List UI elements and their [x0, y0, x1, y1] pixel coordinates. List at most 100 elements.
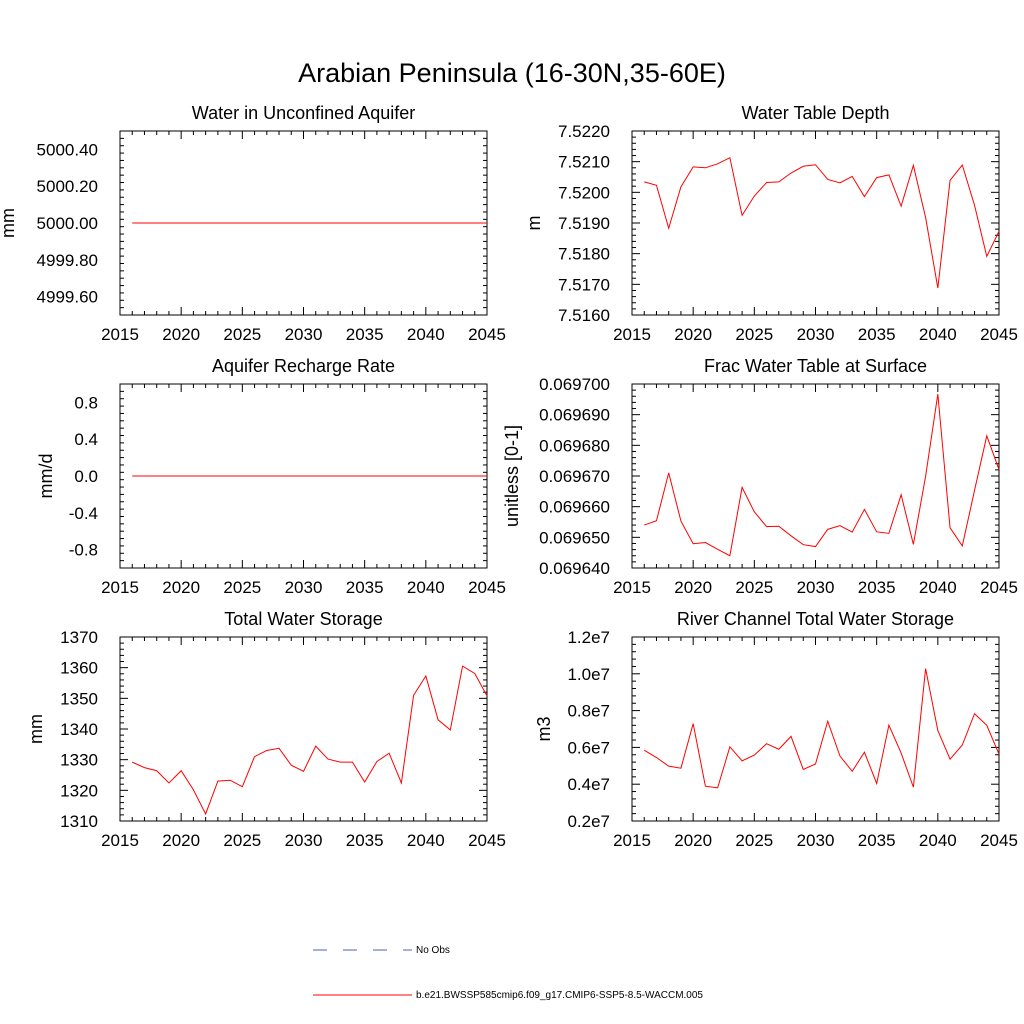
- x-tick-label: 2040: [919, 831, 957, 850]
- figure-title: Arabian Peninsula (16-30N,35-60E): [298, 58, 726, 88]
- plot-frame: [119, 636, 488, 822]
- y-tick-label: 0.8e7: [567, 702, 610, 721]
- y-tick-label: 0.6e7: [567, 738, 610, 757]
- x-tick-label: 2035: [858, 831, 896, 850]
- plot-frame: [631, 383, 1000, 569]
- x-tick-label: 2015: [101, 831, 139, 850]
- y-tick-label: 7.5190: [558, 214, 610, 233]
- y-axis-label: mm/d: [36, 454, 56, 499]
- x-tick-label: 2035: [346, 578, 384, 597]
- x-tick-label: 2025: [735, 325, 773, 344]
- x-tick-label: 2020: [674, 578, 712, 597]
- y-tick-label: 0.2e7: [567, 812, 610, 831]
- x-tick-label: 2040: [919, 578, 957, 597]
- y-tick-label: 4999.80: [37, 251, 98, 270]
- y-axis-label: mm: [0, 208, 18, 238]
- x-tick-label: 2030: [285, 831, 323, 850]
- x-tick-label: 2015: [613, 831, 651, 850]
- chart-panel-1: Water in Unconfined Aquifer 2015 2020 2025 2…: [0, 103, 506, 344]
- chart-panel-6: River Channel Total Water Storage 2015 202…: [534, 609, 1018, 850]
- legend: No Obs b.e21.BWSSP585cmip6.f09_g17.CMIP6…: [313, 945, 703, 1001]
- x-tick-label: 2035: [858, 325, 896, 344]
- plot-frame: [631, 130, 1000, 316]
- x-tick-label: 2020: [162, 831, 200, 850]
- y-tick-label: 0.4: [74, 430, 98, 449]
- y-tick-label: 1330: [60, 751, 98, 770]
- plot-frame: [631, 636, 1000, 822]
- chart-title: Water in Unconfined Aquifer: [192, 103, 415, 123]
- x-tick-label: 2030: [797, 831, 835, 850]
- y-tick-label: 0.069680: [539, 436, 610, 455]
- y-tick-label: 4999.60: [37, 288, 98, 307]
- chart-panel-3: Aquifer Recharge Rate 2015 2020 2025 2030 203…: [36, 356, 506, 597]
- x-tick-label: 2015: [101, 578, 139, 597]
- y-tick-label: 0.069660: [539, 498, 610, 517]
- y-tick-label: -0.4: [69, 504, 98, 523]
- x-tick-label: 2025: [223, 325, 261, 344]
- chart-title: Water Table Depth: [741, 103, 889, 123]
- y-tick-label: 0.8: [74, 393, 98, 412]
- x-tick-label: 2045: [468, 578, 506, 597]
- x-tick-label: 2040: [407, 578, 445, 597]
- y-tick-label: 7.5170: [558, 275, 610, 294]
- y-tick-label: 0.069690: [539, 406, 610, 425]
- x-tick-label: 2030: [285, 325, 323, 344]
- x-tick-label: 2040: [919, 325, 957, 344]
- x-tick-label: 2030: [797, 578, 835, 597]
- y-tick-label: 7.5210: [558, 153, 610, 172]
- x-tick-label: 2040: [407, 325, 445, 344]
- chart-title: Frac Water Table at Surface: [704, 356, 927, 376]
- y-tick-label: 0.069650: [539, 528, 610, 547]
- y-axis-label: m: [524, 216, 544, 231]
- y-tick-label: 1.2e7: [567, 628, 610, 647]
- x-tick-label: 2020: [162, 325, 200, 344]
- chart-title: Aquifer Recharge Rate: [212, 356, 395, 376]
- y-axis-label: unitless [0-1]: [502, 425, 522, 527]
- x-tick-label: 2030: [285, 578, 323, 597]
- x-tick-label: 2015: [613, 325, 651, 344]
- y-tick-label: 1310: [60, 812, 98, 831]
- x-tick-label: 2020: [674, 831, 712, 850]
- chart-panel-4: Frac Water Table at Surface 2015 2020 2025 2…: [502, 356, 1018, 597]
- y-tick-label: 5000.40: [37, 140, 98, 159]
- y-tick-label: 0.4e7: [567, 775, 610, 794]
- chart-title: Total Water Storage: [224, 609, 382, 629]
- x-tick-label: 2045: [980, 325, 1018, 344]
- y-tick-label: 1370: [60, 628, 98, 647]
- x-tick-label: 2025: [735, 578, 773, 597]
- chart-title: River Channel Total Water Storage: [677, 609, 954, 629]
- x-tick-label: 2025: [223, 578, 261, 597]
- y-tick-label: 5000.20: [37, 177, 98, 196]
- x-tick-label: 2045: [980, 578, 1018, 597]
- series-line: [644, 156, 1000, 289]
- x-tick-label: 2025: [735, 831, 773, 850]
- y-axis-label: mm: [26, 714, 46, 744]
- x-tick-label: 2015: [613, 578, 651, 597]
- x-tick-label: 2030: [797, 325, 835, 344]
- y-tick-label: 1350: [60, 689, 98, 708]
- y-tick-label: 7.5180: [558, 245, 610, 264]
- series-line: [644, 394, 1000, 557]
- y-tick-label: 0.069700: [539, 375, 610, 394]
- y-tick-label: 5000.00: [37, 214, 98, 233]
- x-tick-label: 2045: [468, 831, 506, 850]
- chart-panel-5: Total Water Storage 2015 2020 2025 2030 2035 2…: [26, 609, 506, 850]
- y-tick-label: -0.8: [69, 541, 98, 560]
- x-tick-label: 2020: [162, 578, 200, 597]
- x-tick-label: 2040: [407, 831, 445, 850]
- y-tick-label: 7.5200: [558, 183, 610, 202]
- x-tick-label: 2015: [101, 325, 139, 344]
- y-tick-label: 0.069670: [539, 467, 610, 486]
- y-tick-label: 1340: [60, 720, 98, 739]
- x-tick-label: 2035: [346, 325, 384, 344]
- x-tick-label: 2025: [223, 831, 261, 850]
- y-tick-label: 0.0: [74, 467, 98, 486]
- y-tick-label: 0.069640: [539, 559, 610, 578]
- y-tick-label: 1320: [60, 781, 98, 800]
- legend-model-label: b.e21.BWSSP585cmip6.f09_g17.CMIP6-SSP5-8…: [416, 990, 703, 1001]
- y-tick-label: 7.5160: [558, 306, 610, 325]
- y-axis-label: m3: [534, 716, 554, 741]
- legend-obs-label: No Obs: [416, 945, 450, 956]
- x-tick-label: 2035: [858, 578, 896, 597]
- chart-panel-2: Water Table Depth 2015 2020 2025 2030 2035 204…: [524, 103, 1018, 344]
